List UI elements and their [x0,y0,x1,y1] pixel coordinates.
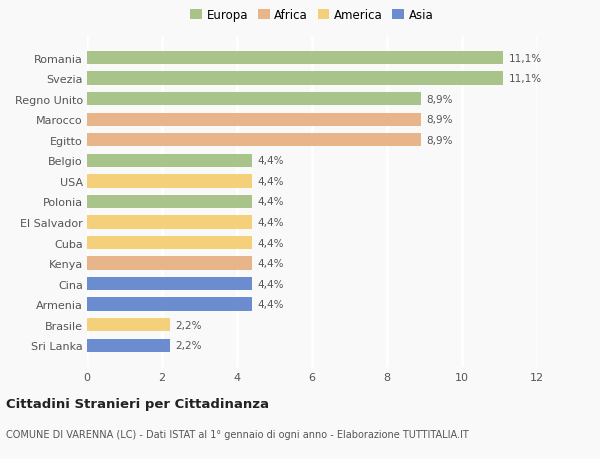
Bar [87,93,421,106]
Bar [87,195,252,209]
Text: COMUNE DI VARENNA (LC) - Dati ISTAT al 1° gennaio di ogni anno - Elaborazione TU: COMUNE DI VARENNA (LC) - Dati ISTAT al 1… [6,429,469,439]
Text: 11,1%: 11,1% [509,53,542,63]
Bar [87,339,170,352]
Text: 4,4%: 4,4% [257,300,284,309]
Bar [87,72,503,85]
Text: 4,4%: 4,4% [257,156,284,166]
Text: 4,4%: 4,4% [257,279,284,289]
Bar [87,236,252,250]
Text: 11,1%: 11,1% [509,74,542,84]
Text: 4,4%: 4,4% [257,218,284,228]
Text: 8,9%: 8,9% [427,115,453,125]
Bar [87,175,252,188]
Text: 8,9%: 8,9% [427,135,453,146]
Bar [87,52,503,65]
Text: 4,4%: 4,4% [257,176,284,186]
Bar [87,257,252,270]
Text: 4,4%: 4,4% [257,197,284,207]
Text: Cittadini Stranieri per Cittadinanza: Cittadini Stranieri per Cittadinanza [6,397,269,410]
Bar [87,113,421,127]
Bar [87,134,421,147]
Text: 2,2%: 2,2% [175,341,202,351]
Legend: Europa, Africa, America, Asia: Europa, Africa, America, Asia [188,6,436,24]
Text: 4,4%: 4,4% [257,258,284,269]
Text: 8,9%: 8,9% [427,95,453,104]
Bar [87,319,170,332]
Text: 2,2%: 2,2% [175,320,202,330]
Bar [87,216,252,229]
Bar [87,298,252,311]
Bar [87,154,252,168]
Bar [87,277,252,291]
Text: 4,4%: 4,4% [257,238,284,248]
